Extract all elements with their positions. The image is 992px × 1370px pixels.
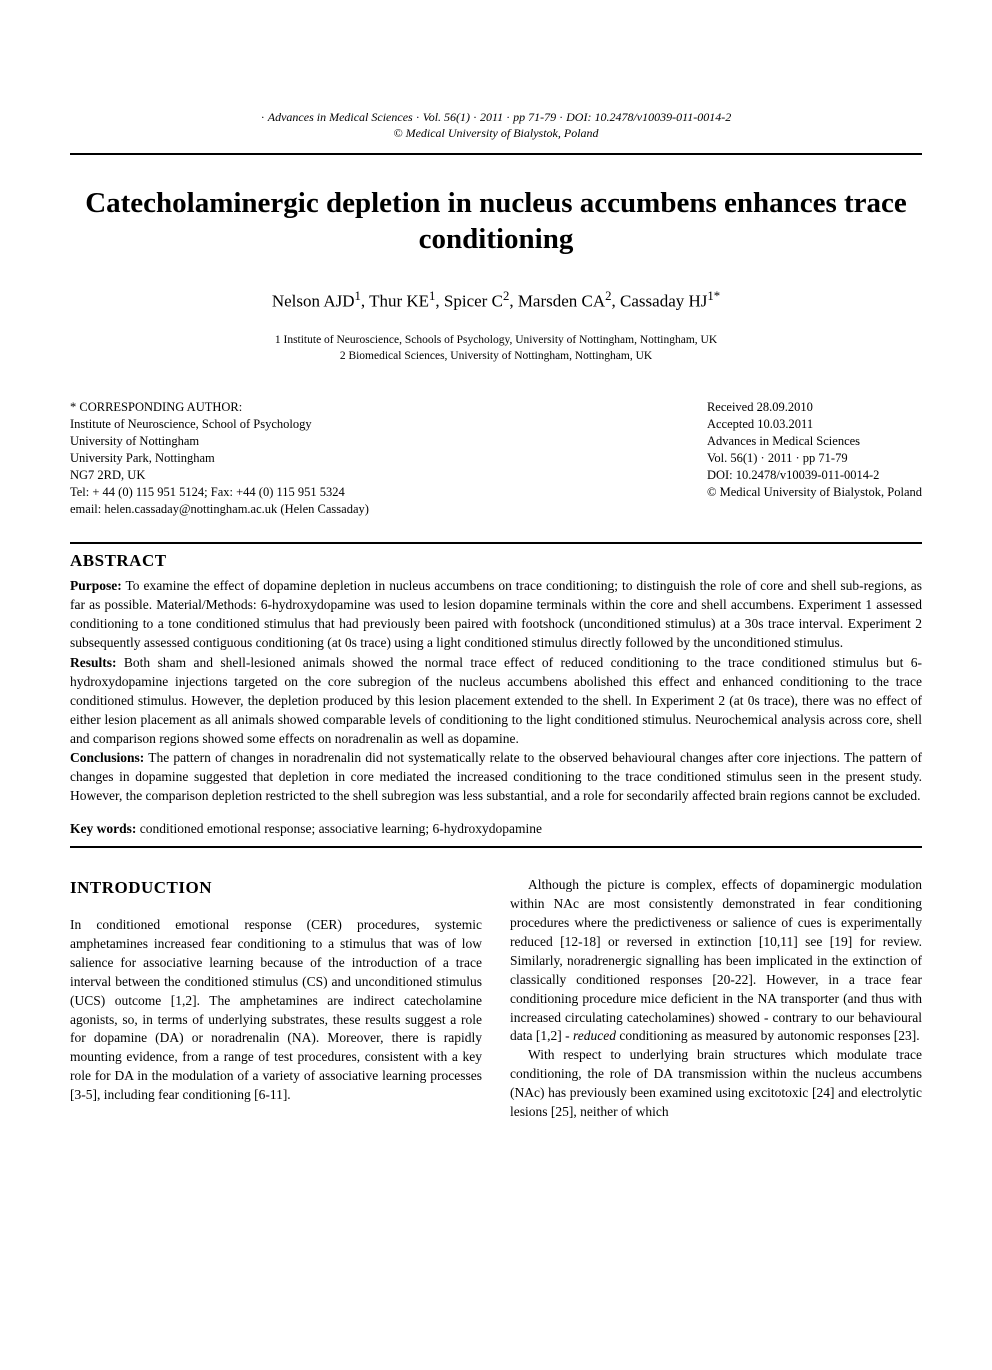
affiliations: 1 Institute of Neuroscience, Schools of … [70,333,922,364]
intro-paragraph-3: With respect to underlying brain structu… [510,1046,922,1122]
abstract-rule-top [70,542,922,544]
running-header: · Advances in Medical Sciences · Vol. 56… [70,110,922,141]
introduction-heading: INTRODUCTION [70,876,482,900]
keywords: Key words: conditioned emotional respons… [70,820,922,838]
abstract-heading: ABSTRACT [70,550,922,573]
article-title: Catecholaminergic depletion in nucleus a… [70,185,922,258]
abstract-body: Purpose: To examine the effect of dopami… [70,577,922,806]
abstract-rule-bottom [70,846,922,848]
right-column: Although the picture is complex, effects… [510,876,922,1122]
left-column: INTRODUCTION In conditioned emotional re… [70,876,482,1122]
publication-info: Received 28.09.2010 Accepted 10.03.2011 … [707,399,922,517]
intro-paragraph-1: In conditioned emotional response (CER) … [70,916,482,1105]
corresponding-author: * CORRESPONDING AUTHOR: Institute of Neu… [70,399,369,517]
header-rule [70,153,922,155]
authors: Nelson AJD1, Thur KE1, Spicer C2, Marsde… [70,288,922,314]
intro-paragraph-2: Although the picture is complex, effects… [510,876,922,1046]
body-columns: INTRODUCTION In conditioned emotional re… [70,876,922,1122]
